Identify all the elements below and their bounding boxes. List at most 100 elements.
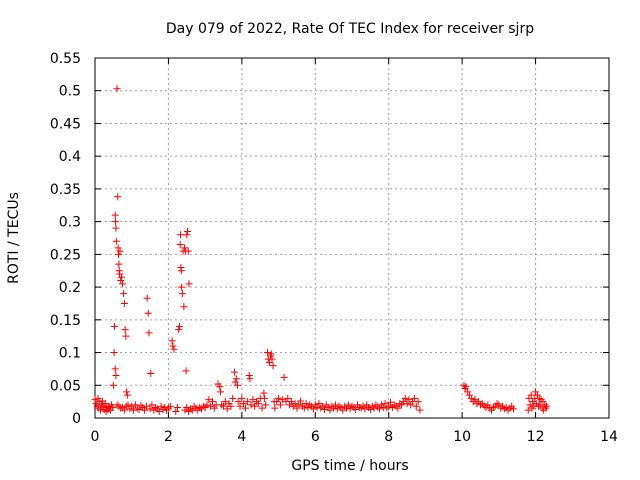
data-point — [111, 365, 119, 373]
data-point — [309, 405, 317, 413]
grid-lines — [95, 58, 609, 418]
data-point — [120, 299, 128, 307]
data-point — [110, 349, 118, 357]
plot-frame — [94, 57, 610, 419]
data-point — [264, 349, 272, 357]
data-point — [407, 401, 415, 409]
data-point — [115, 260, 123, 268]
data-point — [143, 294, 151, 302]
data-point — [229, 394, 237, 402]
data-point — [535, 402, 543, 410]
data-point — [203, 401, 211, 409]
data-point — [172, 407, 180, 415]
y-tick-label: 0 — [72, 411, 81, 427]
data-point — [111, 211, 119, 219]
data-point — [320, 405, 328, 413]
data-point — [295, 401, 303, 409]
data-point — [284, 394, 292, 402]
y-tick-label: 0.45 — [50, 116, 81, 132]
data-point — [135, 405, 143, 413]
x-tick-label: 8 — [384, 429, 393, 445]
data-point — [302, 400, 310, 408]
data-point — [178, 290, 186, 298]
x-tick-label: 10 — [453, 429, 471, 445]
data-point — [267, 350, 275, 358]
data-point — [217, 388, 225, 396]
data-point — [376, 405, 384, 413]
data-point — [269, 362, 277, 370]
data-point — [352, 405, 360, 413]
data-point — [155, 407, 163, 415]
data-point — [112, 237, 120, 245]
data-point — [416, 406, 424, 414]
data-point — [543, 402, 551, 410]
data-point — [524, 406, 532, 414]
y-tick-label: 0.25 — [50, 247, 81, 263]
data-point — [287, 398, 295, 406]
data-point — [227, 402, 235, 410]
y-tick-label: 0.3 — [59, 215, 81, 231]
data-point — [223, 405, 231, 413]
data-point — [460, 381, 468, 389]
data-point — [220, 402, 227, 410]
data-point — [184, 227, 192, 235]
data-point — [276, 401, 284, 409]
data-point — [344, 401, 352, 409]
data-point — [131, 401, 139, 409]
data-point — [110, 322, 118, 330]
data-point — [121, 326, 129, 334]
data-point — [166, 402, 174, 410]
data-point — [251, 402, 259, 410]
data-point — [471, 396, 479, 404]
data-point — [532, 388, 540, 396]
data-point — [114, 250, 122, 258]
data-point — [412, 402, 420, 410]
data-point — [315, 400, 323, 408]
data-point — [405, 396, 413, 404]
data-point — [414, 398, 422, 406]
data-point — [280, 373, 288, 381]
data-point — [394, 404, 402, 412]
data-point — [177, 267, 185, 275]
data-point — [128, 402, 136, 410]
data-point — [146, 405, 154, 413]
data-point — [178, 283, 186, 291]
data-point — [169, 342, 177, 350]
data-point — [112, 218, 120, 226]
data-point — [145, 329, 153, 337]
data-point — [123, 388, 131, 396]
data-point — [221, 398, 229, 406]
data-point — [184, 247, 192, 255]
data-point — [254, 400, 262, 408]
y-tick-label: 0.2 — [59, 280, 81, 296]
x-axis-label: GPS time / hours — [291, 458, 408, 474]
data-point — [120, 406, 128, 414]
data-point — [208, 398, 216, 406]
data-point — [205, 396, 213, 404]
data-point — [141, 406, 149, 414]
data-point — [462, 383, 470, 391]
data-point — [260, 389, 268, 397]
data-point — [117, 273, 125, 281]
x-axis: 0 2 4 6 8 10 12 14 — [91, 58, 618, 445]
data-point — [297, 397, 305, 405]
data-point — [527, 391, 535, 399]
data-point — [119, 280, 127, 288]
data-point — [271, 404, 279, 412]
data-point — [175, 322, 183, 330]
data-point — [116, 247, 124, 255]
data-point — [236, 402, 244, 410]
data-point — [170, 345, 178, 353]
data-point — [183, 404, 191, 412]
data-point — [109, 381, 117, 389]
data-point — [183, 231, 191, 239]
data-point — [185, 280, 193, 288]
data-point — [467, 394, 475, 402]
data-point — [387, 398, 395, 406]
data-point — [261, 394, 269, 402]
y-tick-label: 0.5 — [59, 84, 81, 100]
data-point — [300, 404, 308, 412]
data-point — [216, 383, 224, 391]
data-point — [465, 391, 473, 399]
